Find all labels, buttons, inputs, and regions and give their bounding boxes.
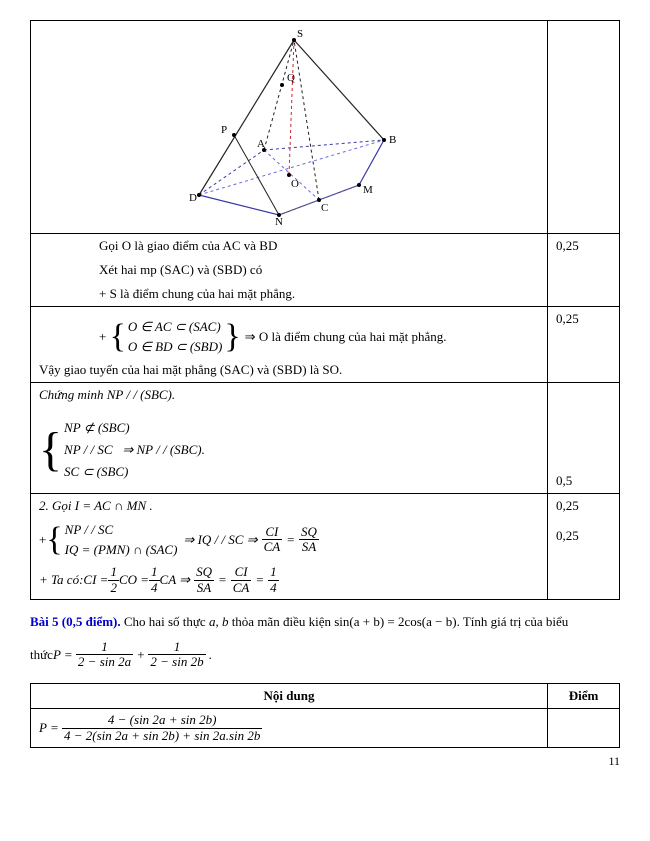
problem-5-text1: Cho hai số thực xyxy=(124,614,209,629)
problem-5-text3: thức xyxy=(30,647,53,663)
step-2-cell: + { O ∈ AC ⊂ (SAC) O ∈ BD ⊂ (SBD) } ⇒ O … xyxy=(31,307,548,383)
step-1-line-2: Xét hai mp (SAC) và (SBD) có xyxy=(99,262,539,278)
step-2-post: Vậy giao tuyến của hai mặt phẳng (SAC) v… xyxy=(39,362,539,378)
p5-score1 xyxy=(548,709,620,748)
svg-text:C: C xyxy=(321,202,328,214)
svg-text:M: M xyxy=(363,184,373,196)
solution-table: S D N C M B A P Q O Gọi O là giao điểm c… xyxy=(30,20,620,600)
brace-line-2: O ∈ BD ⊂ (SBD) xyxy=(128,339,222,354)
score-2: 0,25 xyxy=(548,307,620,383)
problem-5-title: Bài 5 (0,5 điểm). xyxy=(30,614,121,629)
brace-line-1: O ∈ AC ⊂ (SAC) xyxy=(128,319,221,334)
step-4-line3: CI = xyxy=(83,572,108,588)
problem-5-ab: a, b xyxy=(209,614,229,629)
score-4b: 0,25 xyxy=(556,528,611,544)
b3-2: NP / / SC xyxy=(64,442,113,457)
svg-text:A: A xyxy=(257,138,265,150)
svg-text:O: O xyxy=(291,178,299,190)
step-4-cell: 2. Gọi I = AC ∩ MN . + { NP / / SC IQ = … xyxy=(31,494,548,600)
b3-after: ⇒ NP / / (SBC). xyxy=(122,442,205,457)
score-cell-figure xyxy=(548,21,620,234)
step-4-line1: 2. Gọi I = AC ∩ MN . xyxy=(39,498,539,514)
score-4a: 0,25 xyxy=(556,498,611,514)
score-3: 0,5 xyxy=(548,383,620,494)
svg-text:D: D xyxy=(189,192,197,204)
score-4: 0,25 0,25 xyxy=(548,494,620,600)
svg-text:B: B xyxy=(389,134,396,146)
col-diem: Điểm xyxy=(548,684,620,709)
step-3-cell: Chứng minh NP / / (SBC). { NP ⊄ (SBC) NP… xyxy=(31,383,548,494)
svg-text:Q: Q xyxy=(287,72,295,84)
page-number: 11 xyxy=(30,754,620,769)
b4-2: IQ = (PMN) ∩ (SAC) xyxy=(65,542,178,557)
step-1-line-3: + S là điểm chung của hai mặt phẳng. xyxy=(99,286,539,302)
figure-cell: S D N C M B A P Q O xyxy=(31,21,548,234)
step-4-line3mid: CO = xyxy=(119,572,149,588)
problem-5-statement: Bài 5 (0,5 điểm). Cho hai số thực a, b t… xyxy=(30,614,620,630)
problem-5-table: Nội dung Điểm P = 4 − (sin 2a + sin 2b) … xyxy=(30,683,620,748)
b4-after: ⇒ IQ / / SC ⇒ xyxy=(183,532,257,548)
pyramid-diagram: S D N C M B A P Q O xyxy=(169,25,409,225)
score-1: 0,25 xyxy=(548,234,620,307)
b3-3: SC ⊂ (SBC) xyxy=(64,464,128,479)
svg-text:P: P xyxy=(221,124,227,136)
b3-1: NP ⊄ (SBC) xyxy=(64,420,130,435)
svg-text:S: S xyxy=(297,28,303,40)
step-4-line3pre: + Ta có: xyxy=(39,572,83,588)
step-4-line3post: CA ⇒ xyxy=(160,572,191,588)
brace-after: ⇒ O là điểm chung của hai mặt phẳng. xyxy=(245,329,447,345)
b4-1: NP / / SC xyxy=(65,522,114,537)
problem-5-expr: thức P = 12 − sin 2a + 12 − sin 2b . xyxy=(30,640,620,670)
problem-5-text2: thỏa mãn điều kiện sin(a + b) = 2cos(a −… xyxy=(232,614,569,629)
step-3-pre: Chứng minh NP / / (SBC). xyxy=(39,387,539,403)
step-1-cell: Gọi O là giao điểm của AC và BD Xét hai … xyxy=(31,234,548,307)
col-noidung: Nội dung xyxy=(31,684,548,709)
p5-row1: P = 4 − (sin 2a + sin 2b) 4 − 2(sin 2a +… xyxy=(31,709,548,748)
svg-text:N: N xyxy=(275,216,283,225)
step-1-line-1: Gọi O là giao điểm của AC và BD xyxy=(99,238,539,254)
